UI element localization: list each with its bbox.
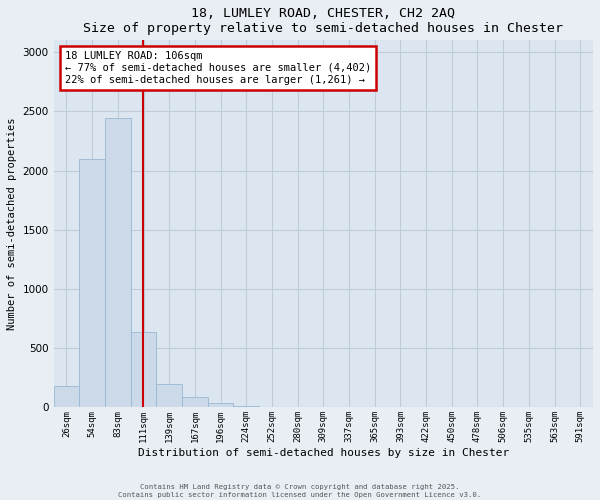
Bar — [157, 384, 182, 407]
Bar — [79, 158, 105, 408]
Bar — [131, 332, 157, 407]
Bar — [105, 118, 131, 408]
Text: Contains HM Land Registry data © Crown copyright and database right 2025.
Contai: Contains HM Land Registry data © Crown c… — [118, 484, 482, 498]
Title: 18, LUMLEY ROAD, CHESTER, CH2 2AQ
Size of property relative to semi-detached hou: 18, LUMLEY ROAD, CHESTER, CH2 2AQ Size o… — [83, 7, 563, 35]
Bar — [233, 406, 259, 407]
Bar — [182, 398, 208, 407]
Y-axis label: Number of semi-detached properties: Number of semi-detached properties — [7, 118, 17, 330]
X-axis label: Distribution of semi-detached houses by size in Chester: Distribution of semi-detached houses by … — [138, 448, 509, 458]
Text: 18 LUMLEY ROAD: 106sqm
← 77% of semi-detached houses are smaller (4,402)
22% of : 18 LUMLEY ROAD: 106sqm ← 77% of semi-det… — [65, 52, 371, 84]
Bar — [53, 386, 79, 407]
Bar — [259, 407, 285, 408]
Bar — [208, 404, 233, 407]
